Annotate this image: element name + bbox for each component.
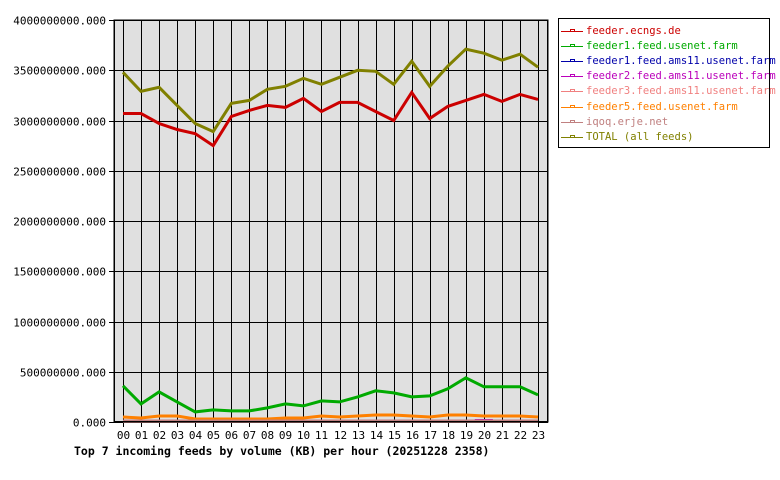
y-tick-label: 2000000000.000 [13,216,106,229]
series-line [122,413,539,421]
legend-swatch-icon [561,118,583,126]
legend-swatch-icon [561,72,583,80]
series-line [121,376,539,414]
x-tick-label: 14 [370,429,384,442]
legend-swatch-icon [561,133,583,141]
x-tick-label: 21 [496,429,509,442]
x-tick-label: 17 [424,429,437,442]
legend-label: iqoq.erje.net [586,115,669,128]
y-tick-label: 1000000000.000 [13,317,106,330]
legend-swatch-icon [561,57,583,65]
x-tick-label: 05 [207,429,220,442]
series-line [121,47,539,134]
x-tick-label: 15 [388,429,401,442]
chart-title: Top 7 incoming feeds by volume (KB) per … [74,444,490,458]
plot-frame [114,20,548,422]
legend-item: feeder3.feed.ams11.usenet.farm [561,84,776,99]
x-tick-label: 11 [315,429,328,442]
legend-swatch-icon [561,42,583,50]
legend-label: feeder1.feed.usenet.farm [586,39,738,52]
legend-item: feeder1.feed.ams11.usenet.farm [561,53,776,68]
legend-label: feeder.ecngs.de [586,24,681,37]
x-tick-label: 06 [225,429,238,442]
series-lines [114,20,548,423]
legend-item: feeder2.feed.ams11.usenet.farm [561,69,776,84]
legend-item: iqoq.erje.net [561,114,769,129]
y-tick-label: 3000000000.000 [13,116,106,129]
x-tick-label: 07 [243,429,256,442]
legend-item: feeder1.feed.usenet.farm [561,38,769,53]
x-tick-label: 02 [153,429,166,442]
legend-swatch-icon [561,27,583,35]
legend: feeder.ecngs.de feeder1.feed.usenet.farm f… [558,18,776,148]
legend-swatch-icon [561,103,583,111]
y-tick-label: 3500000000.000 [13,65,106,78]
x-tick-label: 04 [189,429,203,442]
y-tick-label: 0.000 [73,417,106,430]
x-tick-label: 00 [117,429,130,442]
series-line [123,89,539,148]
y-tick-label: 4000000000.000 [13,15,106,28]
legend-label: feeder1.feed.ams11.usenet.farm [586,54,776,67]
legend-swatch-icon [561,87,583,95]
x-tick-label: 22 [514,429,527,442]
legend-item: feeder.ecngs.de [561,23,769,38]
x-tick-label: 08 [261,429,274,442]
x-tick-label: 13 [352,429,365,442]
legend-label: feeder3.feed.ams11.usenet.farm [586,85,776,98]
legend-item: TOTAL (all feeds) [561,129,769,144]
legend-label: feeder2.feed.ams11.usenet.farm [586,70,776,83]
x-tick-label: 19 [460,429,473,442]
x-tick-label: 03 [171,429,184,442]
y-tick-label: 500000000.000 [20,367,106,380]
legend-label: feeder5.feed.usenet.farm [586,100,738,113]
y-tick-label: 2500000000.000 [13,166,106,179]
x-tick-label: 18 [442,429,455,442]
legend-item: feeder5.feed.usenet.farm [561,99,769,114]
x-axis: 00 01 02 03 04 05 06 07 08 09 10 11 12 13 14 15 16 17 18 19… [117,429,545,442]
x-tick-label: 01 [135,429,148,442]
y-axis: 0.000 500000000.000 1000000000.000 15000000… [13,15,114,430]
legend-label: TOTAL (all feeds) [586,130,694,143]
x-tick-label: 12 [334,429,347,442]
y-tick-label: 1500000000.000 [13,266,106,279]
x-tick-label: 10 [297,429,310,442]
x-tick-label: 23 [532,429,545,442]
x-tick-label: 09 [279,429,292,442]
x-tick-label: 16 [406,429,419,442]
x-tick-label: 20 [478,429,491,442]
